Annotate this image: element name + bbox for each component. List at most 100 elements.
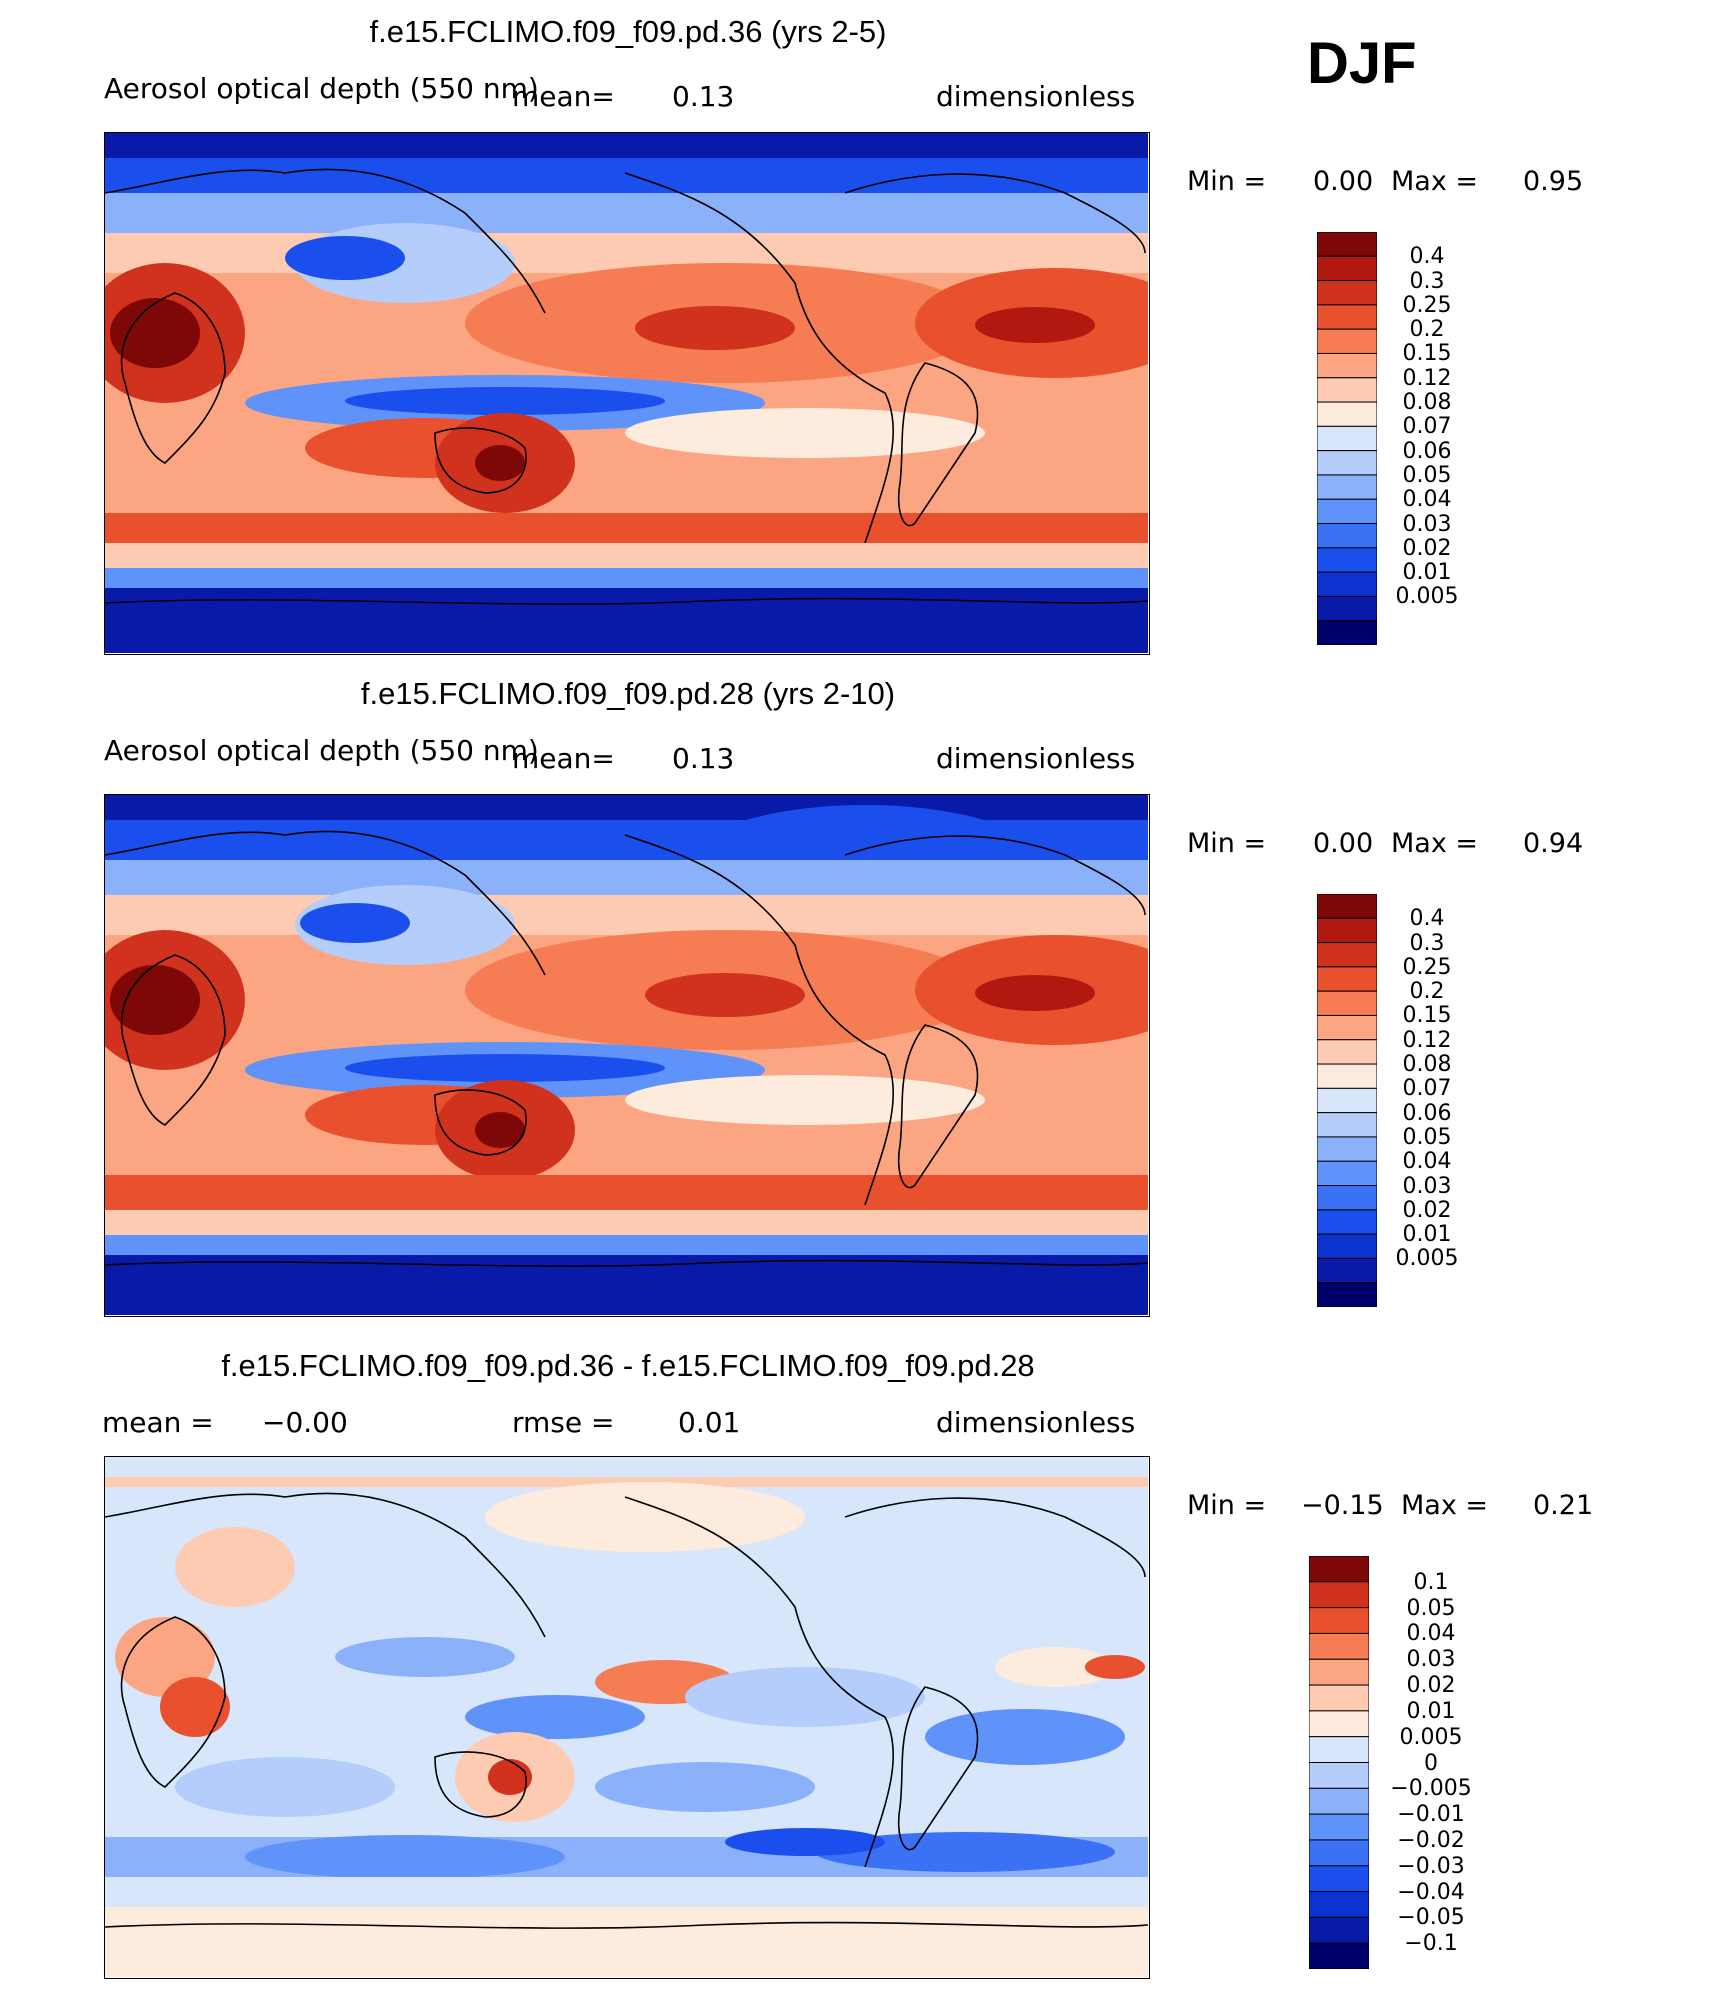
panel-2-title: f.e15.FCLIMO.f09_f09.pd.28 (yrs 2-10) [360, 676, 896, 711]
colorbar-swatch [1316, 304, 1378, 330]
panel-3-units: dimensionless [936, 1406, 1136, 1439]
colorbar-swatch [1308, 1658, 1370, 1686]
colorbar-swatch [1316, 474, 1378, 500]
colorbar-level-label: 0.3 [1409, 930, 1445, 956]
panel-3-colorbar [1308, 1555, 1370, 1970]
colorbar-level-label: 0.005 [1395, 1246, 1459, 1272]
colorbar-swatch [1316, 231, 1378, 257]
colorbar-level-label: −0.1 [1404, 1931, 1458, 1957]
panel-1-min-label: Min = [1187, 166, 1267, 197]
colorbar-svg [1316, 893, 1378, 1308]
colorbar-swatch [1316, 547, 1378, 573]
panel-3-max-value: 0.21 [1533, 1490, 1594, 1521]
colorbar-swatch [1308, 1555, 1370, 1583]
panel-1-units: dimensionless [936, 80, 1136, 113]
colorbar-swatch [1316, 425, 1378, 452]
colorbar-level-label: 0.2 [1409, 979, 1445, 1005]
colorbar-level-label: 0.1 [1413, 1569, 1449, 1595]
colorbar-level-label: 0.07 [1402, 414, 1452, 440]
panel-2-max-label: Max = [1391, 828, 1479, 859]
panel-2-mean-label: mean= [512, 742, 615, 775]
colorbar-level-label: 0.08 [1402, 1052, 1452, 1078]
colorbar-swatch [1308, 1710, 1370, 1738]
colorbar-swatch [1316, 1257, 1378, 1284]
colorbar-level-label: −0.005 [1390, 1776, 1472, 1802]
colorbar-level-label: 0.01 [1402, 1222, 1452, 1248]
colorbar-swatch [1316, 1233, 1378, 1259]
colorbar-swatch [1308, 1942, 1370, 1970]
colorbar-level-label: 0.03 [1402, 1173, 1452, 1199]
panel-1-map-svg [105, 133, 1148, 653]
panel-2-max-value: 0.94 [1523, 828, 1584, 859]
panel-2-min-label: Min = [1187, 828, 1267, 859]
colorbar-swatch [1308, 1762, 1370, 1789]
panel-2-min-value: 0.00 [1313, 828, 1374, 859]
panel-2-colorbar [1316, 893, 1378, 1308]
panel-3-title: f.e15.FCLIMO.f09_f09.pd.36 - f.e15.FCLIM… [221, 1348, 1035, 1383]
colorbar-level-label: 0.08 [1402, 390, 1452, 416]
colorbar-swatch [1316, 1014, 1378, 1041]
colorbar-swatch [1316, 1209, 1378, 1235]
colorbar-level-label: 0.04 [1406, 1621, 1456, 1647]
colorbar-swatch [1316, 401, 1378, 427]
panel-2-mean-value: 0.13 [672, 742, 735, 775]
colorbar-swatch [1316, 917, 1378, 944]
colorbar-level-label: −0.05 [1397, 1905, 1465, 1931]
colorbar-svg [1316, 231, 1378, 646]
colorbar-level-label: −0.02 [1397, 1827, 1465, 1853]
panel-3-min-label: Min = [1187, 1490, 1267, 1521]
colorbar-level-label: 0.03 [1402, 511, 1452, 537]
colorbar-swatch [1308, 1736, 1370, 1763]
colorbar-swatch [1308, 1839, 1370, 1867]
colorbar-swatch [1316, 352, 1378, 379]
panel-2-field-name: Aerosol optical depth (550 nm) [104, 734, 539, 767]
colorbar-swatch [1316, 942, 1378, 968]
colorbar-level-label: 0.05 [1402, 462, 1452, 488]
colorbar-level-label: 0.12 [1402, 365, 1452, 391]
panel-1-mean-label: mean= [512, 80, 615, 113]
colorbar-level-label: −0.03 [1397, 1853, 1465, 1879]
colorbar-level-label: 0.01 [1402, 560, 1452, 586]
colorbar-level-label: −0.01 [1397, 1802, 1465, 1828]
colorbar-swatch [1316, 595, 1378, 622]
colorbar-level-label: 0.4 [1409, 244, 1445, 270]
colorbar-level-label: 0.06 [1402, 1100, 1452, 1126]
panel-2-map [104, 794, 1150, 1317]
colorbar-swatch [1316, 1185, 1378, 1211]
colorbar-swatch [1316, 1039, 1378, 1065]
colorbar-swatch [1316, 450, 1378, 476]
colorbar-swatch [1316, 377, 1378, 403]
panel-3-map-svg [105, 1457, 1148, 1977]
colorbar-level-label: 0.12 [1402, 1027, 1452, 1053]
panel-3-mean-value: −0.00 [262, 1406, 348, 1439]
colorbar-swatch [1316, 523, 1378, 549]
colorbar-swatch [1308, 1607, 1370, 1634]
colorbar-level-label: 0.05 [1402, 1124, 1452, 1150]
colorbar-level-label: 0.02 [1402, 535, 1452, 561]
colorbar-swatch [1316, 990, 1378, 1016]
panel-1-min-value: 0.00 [1313, 166, 1374, 197]
colorbar-level-label: 0.15 [1402, 341, 1452, 367]
colorbar-level-label: 0.06 [1402, 438, 1452, 464]
panel-1-max-label: Max = [1391, 166, 1479, 197]
colorbar-swatch [1316, 1112, 1378, 1138]
colorbar-swatch [1316, 966, 1378, 992]
colorbar-level-label: 0.04 [1402, 1149, 1452, 1175]
colorbar-level-label: 0.02 [1406, 1673, 1456, 1699]
panel-2-units: dimensionless [936, 742, 1136, 775]
colorbar-swatch [1308, 1787, 1370, 1815]
colorbar-swatch [1316, 1136, 1378, 1162]
colorbar-swatch [1316, 1087, 1378, 1114]
colorbar-swatch [1316, 280, 1378, 306]
panel-3-mean-label: mean = [102, 1406, 214, 1439]
panel-2-map-svg [105, 795, 1148, 1315]
panel-1-max-value: 0.95 [1523, 166, 1584, 197]
colorbar-swatch [1316, 620, 1378, 646]
colorbar-swatch [1316, 328, 1378, 354]
panel-3-rmse-value: 0.01 [678, 1406, 741, 1439]
panel-3-rmse-label: rmse = [512, 1406, 615, 1439]
colorbar-level-label: 0.2 [1409, 317, 1445, 343]
colorbar-level-label: 0.15 [1402, 1003, 1452, 1029]
colorbar-level-label: 0.02 [1402, 1197, 1452, 1223]
colorbar-swatch [1308, 1581, 1370, 1609]
